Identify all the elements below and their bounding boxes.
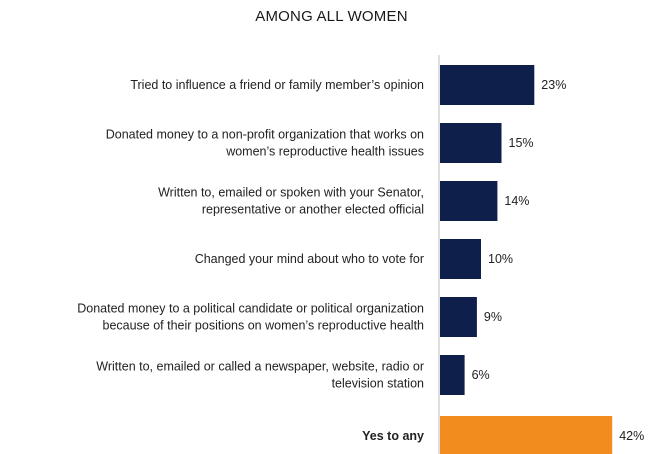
value-label-5: 9% (484, 310, 502, 324)
value-label-4: 10% (488, 252, 513, 266)
category-label-line: Donated money to a non-profit organizati… (106, 128, 424, 142)
category-label-line: Yes to any (362, 429, 424, 443)
category-label-1: Tried to influence a friend or family me… (130, 78, 424, 92)
bar-3 (440, 181, 498, 221)
category-label-line: because of their positions on women’s re… (103, 319, 425, 333)
bar-2 (440, 123, 502, 163)
category-label-3: Written to, emailed or spoken with your … (158, 186, 424, 217)
category-label-5: Donated money to a political candidate o… (77, 302, 424, 333)
category-label-2: Donated money to a non-profit organizati… (106, 128, 424, 159)
chart-title: AMONG ALL WOMEN (255, 8, 408, 25)
category-label-line: Written to, emailed or called a newspape… (96, 360, 424, 374)
bar-6 (440, 355, 465, 395)
category-label-line: Tried to influence a friend or family me… (130, 78, 424, 92)
bar-7 (440, 416, 613, 454)
category-label-line: Donated money to a political candidate o… (77, 302, 424, 316)
value-label-6: 6% (472, 368, 490, 382)
category-label-7: Yes to any (362, 429, 424, 443)
bar-5 (440, 297, 477, 337)
category-label-line: television station (332, 377, 424, 391)
value-label-7: 42% (619, 429, 644, 443)
category-label-line: women’s reproductive health issues (225, 145, 424, 159)
value-label-2: 15% (509, 136, 534, 150)
category-label-6: Written to, emailed or called a newspape… (96, 360, 424, 391)
chart-marks: Tried to influence a friend or family me… (77, 65, 644, 454)
category-label-4: Changed your mind about who to vote for (195, 252, 424, 266)
category-label-line: Written to, emailed or spoken with your … (158, 186, 424, 200)
value-label-3: 14% (504, 194, 529, 208)
category-label-line: Changed your mind about who to vote for (195, 252, 424, 266)
bar-1 (440, 65, 535, 105)
category-label-line: representative or another elected offici… (202, 203, 424, 217)
bar-4 (440, 239, 481, 279)
value-label-1: 23% (541, 78, 566, 92)
